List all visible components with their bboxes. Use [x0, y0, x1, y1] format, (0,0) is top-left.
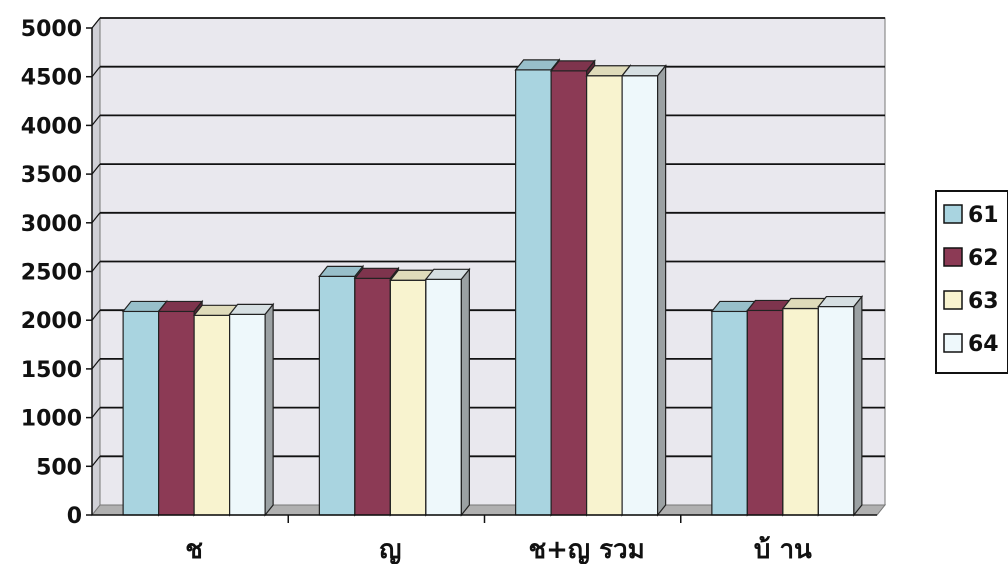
- gridline-side: [91, 163, 101, 175]
- bar-front: [711, 310, 748, 516]
- gridline-side: [91, 261, 101, 272]
- bar: [620, 64, 667, 517]
- y-tick-label: 1500: [21, 358, 82, 383]
- bar-front: [193, 314, 231, 516]
- x-category-label: ช: [185, 535, 203, 564]
- legend-label: 62: [968, 246, 999, 271]
- bar-front: [782, 307, 819, 516]
- bar-side: [264, 302, 274, 517]
- gridline-side: [91, 17, 101, 29]
- axes: 0 500 1000 1500 2000 2500 3000 3500 4000 4500 5000…: [21, 17, 877, 564]
- bar-front: [318, 275, 356, 516]
- legend-swatch: [943, 290, 963, 310]
- legend-label: 61: [968, 203, 999, 228]
- bar-front: [229, 313, 266, 516]
- legend-swatch: [943, 333, 963, 353]
- bar-front: [354, 277, 391, 516]
- x-category-label: ญ: [379, 535, 401, 564]
- legend: 61 62 63 64: [935, 190, 1008, 374]
- y-tick-label: 2000: [21, 309, 82, 334]
- bar-front: [389, 279, 427, 516]
- y-tick-label: 3000: [21, 212, 82, 237]
- gridline-side: [91, 455, 101, 467]
- y-tick-label: 4000: [21, 114, 82, 139]
- legend-swatch: [943, 204, 963, 224]
- bar-front: [425, 278, 462, 516]
- legend-swatch: [943, 247, 963, 267]
- y-tick-label: 0: [67, 504, 82, 529]
- legend-label: 63: [968, 289, 999, 314]
- y-tick-label: 500: [36, 455, 82, 480]
- bar-front: [621, 75, 659, 516]
- y-tick-label: 4500: [21, 66, 82, 91]
- bar: [424, 267, 471, 517]
- y-tick-label: 3500: [21, 163, 82, 188]
- bar-side: [460, 267, 470, 517]
- y-tick-label: 2500: [21, 261, 82, 286]
- y-tick-label: 1000: [21, 407, 82, 432]
- bar-side: [657, 64, 667, 517]
- y-tick-label: 5000: [21, 17, 82, 42]
- bar-front: [158, 310, 195, 516]
- gridline-side: [91, 407, 101, 418]
- legend-label: 64: [968, 332, 999, 357]
- gridline-side: [91, 212, 101, 224]
- gridline-side: [91, 66, 101, 78]
- bar-front: [746, 309, 784, 516]
- bar-front: [515, 69, 552, 516]
- x-category-label: บ้ าน: [754, 535, 812, 564]
- gridline-side: [91, 358, 101, 370]
- bar: [817, 294, 864, 517]
- x-category-label: ช+ญ รวม: [528, 535, 644, 564]
- bar-front: [817, 305, 855, 516]
- bar-front: [586, 75, 623, 516]
- gridline-side: [91, 309, 101, 321]
- bar-front: [122, 310, 160, 516]
- bar-side: [853, 294, 863, 517]
- bar: [228, 302, 275, 517]
- bar-front: [550, 70, 588, 516]
- gridline-side: [91, 115, 101, 126]
